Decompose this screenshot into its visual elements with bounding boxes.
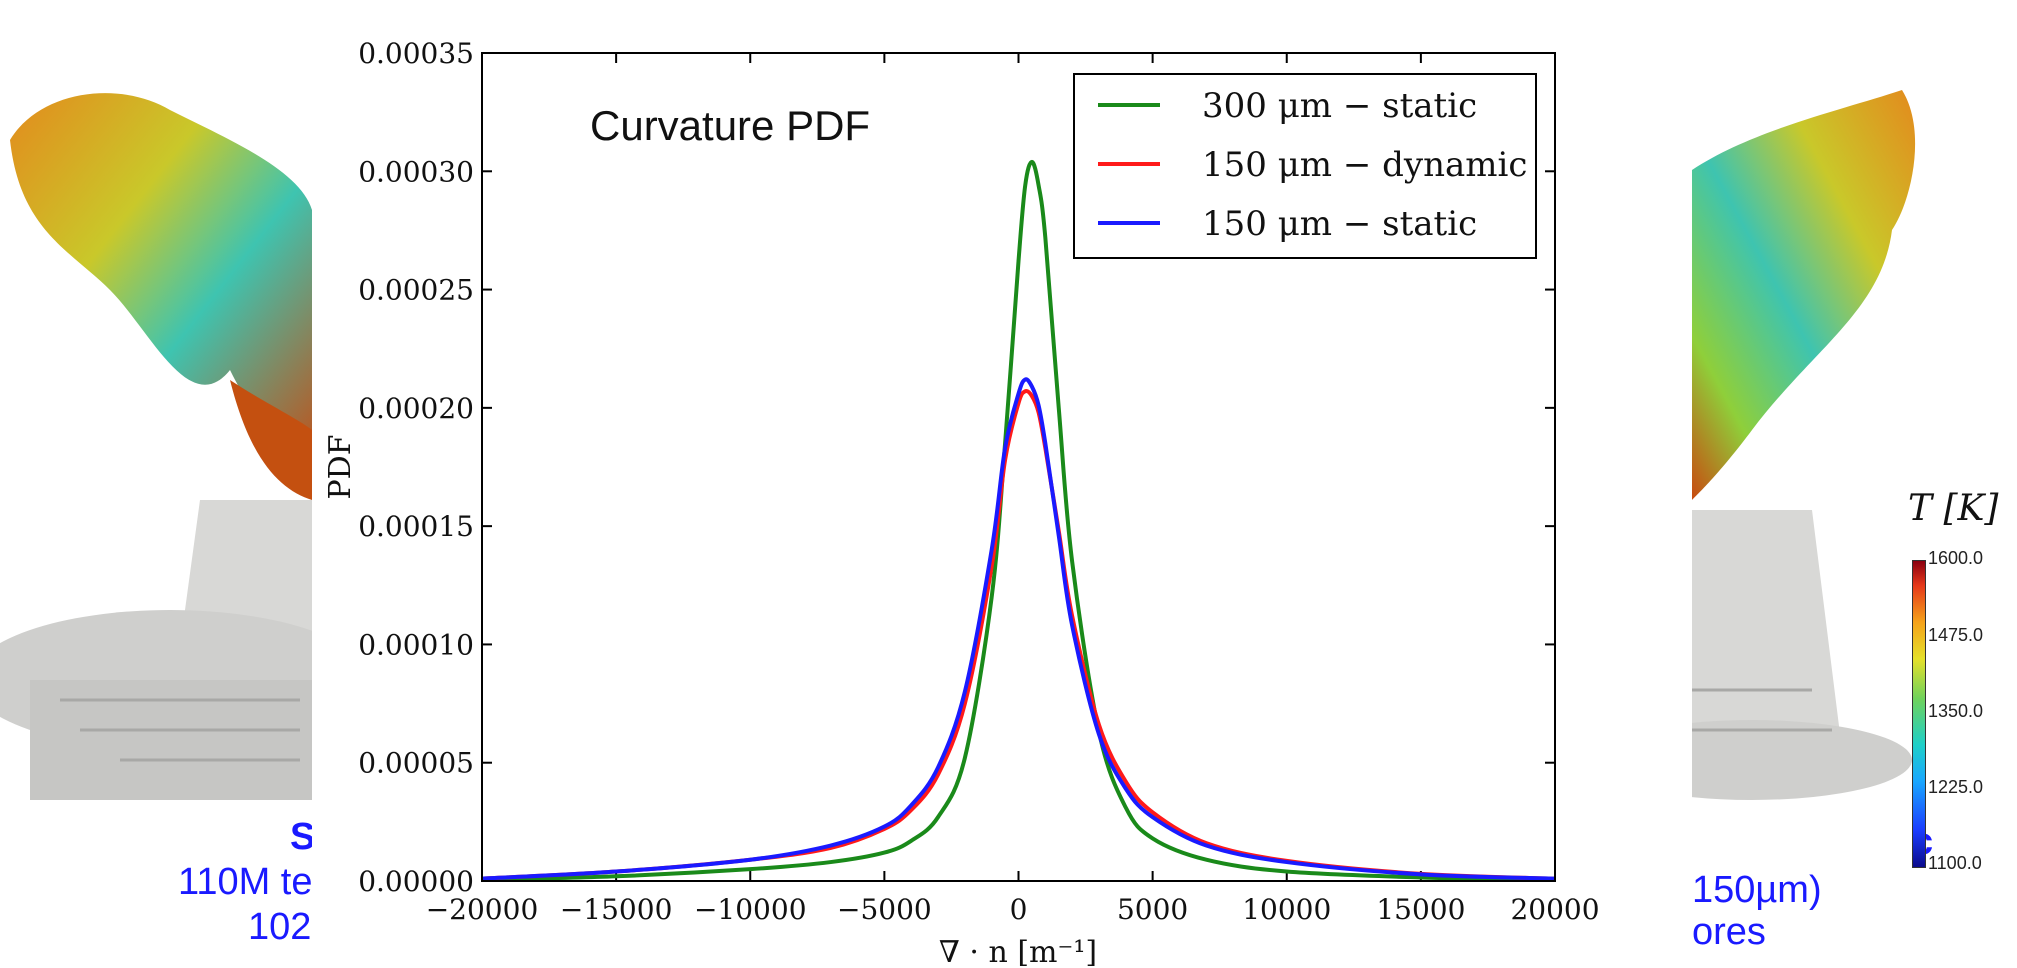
left-simulation-render bbox=[0, 80, 312, 810]
right-caption-line3: ores bbox=[1692, 911, 1766, 953]
x-tick-label: 15000 bbox=[1376, 893, 1465, 926]
left-caption-line1: S bbox=[290, 816, 316, 858]
x-tick-label: −5000 bbox=[837, 893, 932, 926]
x-tick-label: −20000 bbox=[426, 893, 539, 926]
legend-entry: 150 μm − static bbox=[1202, 204, 1477, 244]
axis-ticks: −20000 −15000 −10000 −5000 0 5000 10000 15000 20… bbox=[358, 37, 1599, 926]
x-tick-label: 10000 bbox=[1242, 893, 1331, 926]
y-tick-label: 0.00010 bbox=[358, 628, 474, 661]
y-tick-label: 0.00020 bbox=[358, 392, 474, 425]
colorbar-title: T [K] bbox=[1908, 488, 1999, 529]
series-line bbox=[481, 377, 1556, 881]
colorbar-tick: 1475.0 bbox=[1928, 625, 1984, 645]
chart-title: Curvature PDF bbox=[590, 102, 870, 149]
colorbar bbox=[1912, 560, 1926, 868]
left-caption-line2: 110M te bbox=[178, 861, 313, 903]
right-caption-line2: 150µm) bbox=[1692, 869, 1822, 911]
x-tick-label: −10000 bbox=[694, 893, 807, 926]
colorbar-tick: 1225.0 bbox=[1928, 777, 1984, 797]
y-axis-label: PDF bbox=[323, 434, 358, 499]
y-tick-label: 0.00030 bbox=[358, 155, 474, 188]
legend-entry: 300 μm − static bbox=[1202, 86, 1477, 126]
y-tick-label: 0.00035 bbox=[358, 37, 474, 70]
legend-entry: 150 μm − dynamic bbox=[1202, 145, 1527, 185]
x-tick-label: 5000 bbox=[1117, 893, 1188, 926]
colorbar-tick: 1350.0 bbox=[1928, 701, 1984, 721]
y-tick-label: 0.00015 bbox=[358, 510, 474, 543]
y-tick-label: 0.00025 bbox=[358, 274, 474, 307]
x-tick-label: −15000 bbox=[560, 893, 673, 926]
plot-frame bbox=[481, 52, 1556, 882]
x-axis-label: ∇ · n [m⁻¹] bbox=[939, 935, 1097, 968]
colorbar-tick: 1600.0 bbox=[1928, 548, 1984, 568]
y-tick-label: 0.00000 bbox=[358, 865, 474, 898]
x-tick-label: 20000 bbox=[1510, 893, 1599, 926]
series-line bbox=[481, 159, 1556, 882]
y-tick-label: 0.00005 bbox=[358, 747, 474, 780]
legend: 300 μm − static 150 μm − dynamic 150 μm … bbox=[1073, 73, 1537, 259]
colorbar-tick: 1100.0 bbox=[1928, 853, 1982, 873]
left-caption-line3: 102 bbox=[248, 906, 312, 948]
series-line bbox=[481, 389, 1556, 881]
x-tick-label: 0 bbox=[1010, 893, 1028, 926]
series-layer bbox=[481, 159, 1556, 882]
right-simulation-render bbox=[1692, 50, 1927, 815]
